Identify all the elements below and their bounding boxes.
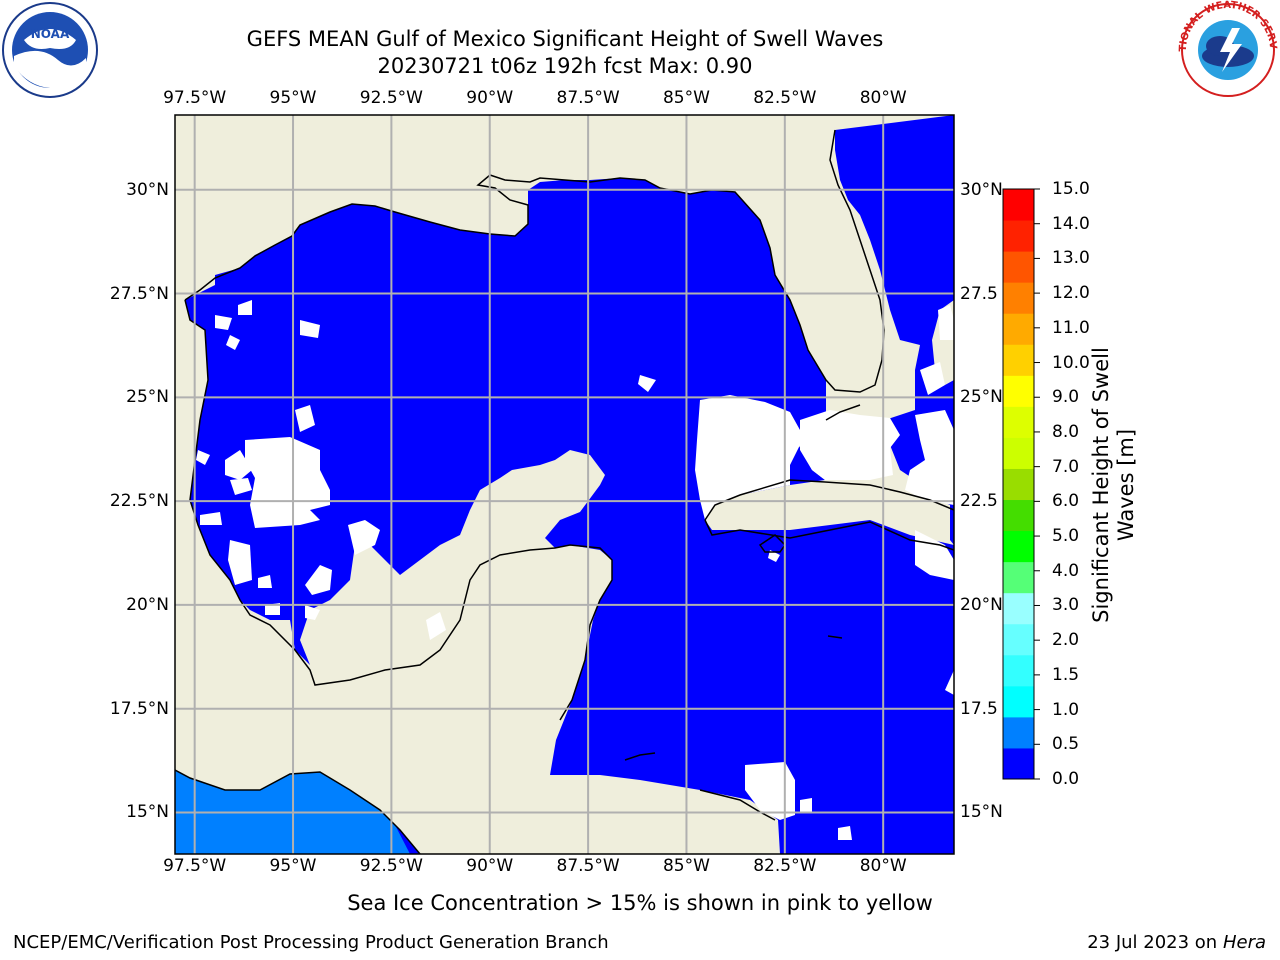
- colorbar-segment: [1003, 406, 1034, 438]
- gridlines: [175, 115, 954, 854]
- tick-label: 87.5°W: [556, 88, 620, 108]
- colorbar-segment: [1003, 530, 1034, 563]
- colorbar-segment: [1003, 468, 1034, 501]
- credit-text: NCEP/EMC/Verification Post Processing Pr…: [13, 932, 609, 953]
- tick-label: 90°W: [466, 88, 514, 108]
- colorbar-frame: [1002, 188, 1035, 780]
- tick-label: 92.5°W: [359, 856, 423, 876]
- chart-subtitle: 20230721 t06z 192h fcst Max: 0.90: [377, 54, 753, 78]
- colorbar-segment: [1003, 189, 1034, 221]
- tick-label: 27.5: [960, 283, 998, 304]
- svg-text:NATIONAL WEATHER SERVICE: NATIONAL WEATHER SERVICE: [0, 0, 1278, 52]
- tick-label: 1.5: [1052, 664, 1080, 685]
- tick-label: 6.0: [1052, 491, 1080, 512]
- tick-label: 12.0: [1052, 283, 1090, 304]
- colorbar-segment: [1003, 654, 1034, 687]
- colorbar-segment: [1003, 561, 1034, 594]
- noaa-logo: NOAA: [2, 2, 98, 98]
- tick-label: 27.5°N: [109, 283, 169, 304]
- colorbar-label: Significant Height of Swell Waves [m]: [1089, 347, 1138, 623]
- colorbar-segment: [1003, 375, 1034, 407]
- tick-label: 80°W: [859, 856, 907, 876]
- tick-label: 85°W: [662, 856, 710, 876]
- colorbar-segment: [1003, 313, 1034, 345]
- machine-name: Hera: [1222, 932, 1266, 953]
- tick-label: 15°N: [960, 802, 1003, 823]
- tick-label: 0.0: [1052, 769, 1080, 789]
- chart-title: GEFS MEAN Gulf of Mexico Significant Hei…: [246, 27, 884, 51]
- colorbar-segment: [1003, 592, 1034, 625]
- tick-label: 30°N: [960, 179, 1003, 200]
- tick-label: 22.5°N: [109, 491, 169, 512]
- tick-label: 95°W: [269, 856, 317, 876]
- tick-label: 4.0: [1052, 560, 1080, 581]
- tick-label: 20°N: [960, 594, 1003, 615]
- colorbar: [1003, 188, 1040, 780]
- tick-label: 9.0: [1052, 387, 1080, 408]
- tick-label: 0.5: [1052, 734, 1080, 755]
- tick-label: 90°W: [466, 856, 514, 876]
- tick-label: 11.0: [1052, 317, 1090, 338]
- tick-label: 80°W: [859, 88, 907, 108]
- tick-label: 5.0: [1052, 526, 1080, 547]
- tick-label: 15°N: [126, 802, 169, 823]
- tick-label: 8.0: [1052, 421, 1080, 442]
- tick-label: 22.5: [960, 491, 998, 512]
- colorbar-segment: [1003, 251, 1034, 283]
- tick-label: 25°N: [126, 387, 169, 408]
- tick-label: 10.0: [1052, 352, 1090, 373]
- coastlines: [175, 129, 954, 854]
- tick-label: 92.5°W: [359, 88, 423, 108]
- tick-label: 17.5°N: [109, 698, 169, 719]
- tick-label: 7.0: [1052, 456, 1080, 477]
- tick-label: 25°N: [960, 387, 1003, 408]
- sea-ice-note: Sea Ice Concentration > 15% is shown in …: [347, 891, 933, 915]
- tick-label: 82.5°W: [753, 88, 817, 108]
- tick-label: 82.5°W: [753, 856, 817, 876]
- colorbar-segment: [1003, 437, 1034, 469]
- colorbar-segment: [1003, 220, 1034, 252]
- tick-label: 2.0: [1052, 630, 1080, 651]
- colorbar-segment: [1003, 716, 1034, 749]
- tick-label: 14.0: [1052, 213, 1090, 234]
- nws-logo: NATIONAL WEATHER SERVICE: [0, 0, 1278, 97]
- colorbar-segment: [1003, 623, 1034, 656]
- tick-label: 97.5°W: [163, 856, 227, 876]
- colorbar-segment: [1003, 747, 1034, 780]
- tick-label: 13.0: [1052, 248, 1090, 269]
- map-frame: [174, 114, 955, 855]
- tick-label: 17.5: [960, 698, 998, 719]
- swell-field-gulf: [185, 115, 954, 854]
- tick-label: 87.5°W: [556, 856, 620, 876]
- colorbar-segment: [1003, 499, 1034, 532]
- date-stamp: 23 Jul 2023 on Hera: [1087, 932, 1266, 953]
- tick-label: 15.0: [1052, 179, 1090, 199]
- tick-label: 95°W: [269, 88, 317, 108]
- date-text: 23 Jul 2023 on: [1087, 932, 1218, 953]
- tick-label: 85°W: [662, 88, 710, 108]
- tick-label: 3.0: [1052, 595, 1080, 616]
- tick-label: 97.5°W: [163, 88, 227, 108]
- svg-text:NOAA: NOAA: [31, 27, 70, 41]
- tick-label: 1.0: [1052, 699, 1080, 720]
- colorbar-segment: [1003, 344, 1034, 376]
- map-area: [175, 115, 954, 854]
- colorbar-segment: [1003, 685, 1034, 718]
- colorbar-segment: [1003, 282, 1034, 314]
- tick-label: 30°N: [126, 179, 169, 200]
- no-data-patches: [196, 300, 954, 840]
- tick-label: 20°N: [126, 594, 169, 615]
